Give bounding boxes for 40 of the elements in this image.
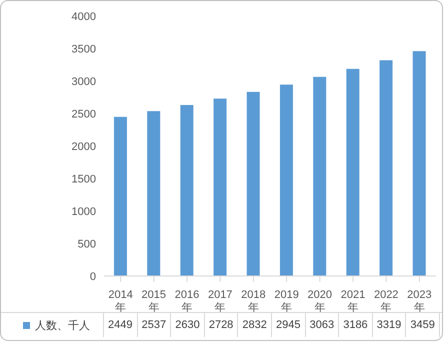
x-tick-label: 2020年 — [308, 288, 332, 314]
data-label: 2728 — [204, 313, 238, 337]
bar — [114, 116, 127, 276]
data-label: 3459 — [406, 313, 440, 337]
data-label: 2449 — [104, 313, 138, 337]
x-tick-label: 2022年 — [374, 288, 398, 314]
data-label: 2945 — [272, 313, 306, 337]
y-tick-label: 0 — [90, 270, 96, 283]
x-tick-label: 2019年 — [274, 288, 299, 314]
x-tick-label: 2014年 — [108, 288, 133, 314]
data-label: 3319 — [372, 313, 406, 337]
bar — [147, 111, 160, 276]
data-label: 2537 — [138, 313, 172, 337]
bar — [313, 76, 326, 276]
x-tick-label: 2015年 — [142, 288, 166, 314]
y-tick-label: 2500 — [72, 108, 96, 120]
y-tick-label: 4000 — [72, 10, 96, 23]
y-tick-label: 1000 — [72, 206, 96, 218]
legend-label: 人数、千人 — [35, 318, 90, 332]
y-tick-label: 3500 — [72, 43, 96, 56]
data-label: 3063 — [306, 313, 340, 337]
bar — [380, 60, 393, 276]
data-label: 3186 — [339, 313, 373, 337]
data-label: 2832 — [238, 313, 272, 337]
x-tick-label: 2016年 — [174, 288, 200, 314]
bar — [214, 98, 227, 276]
y-tick-label: 500 — [78, 238, 96, 250]
data-label: 2630 — [171, 313, 205, 337]
bar — [180, 105, 194, 276]
bar — [246, 92, 260, 276]
bar — [346, 68, 360, 276]
y-tick-label: 3000 — [72, 76, 96, 88]
bar — [280, 84, 293, 276]
x-tick-label: 2018年 — [241, 288, 266, 314]
x-tick-label: 2017年 — [208, 288, 232, 314]
y-tick-label: 2000 — [72, 140, 96, 153]
x-tick-label: 2023年 — [407, 288, 432, 314]
bar — [412, 51, 426, 276]
x-tick-label: 2021年 — [340, 288, 366, 314]
y-tick-label: 1500 — [72, 173, 96, 186]
